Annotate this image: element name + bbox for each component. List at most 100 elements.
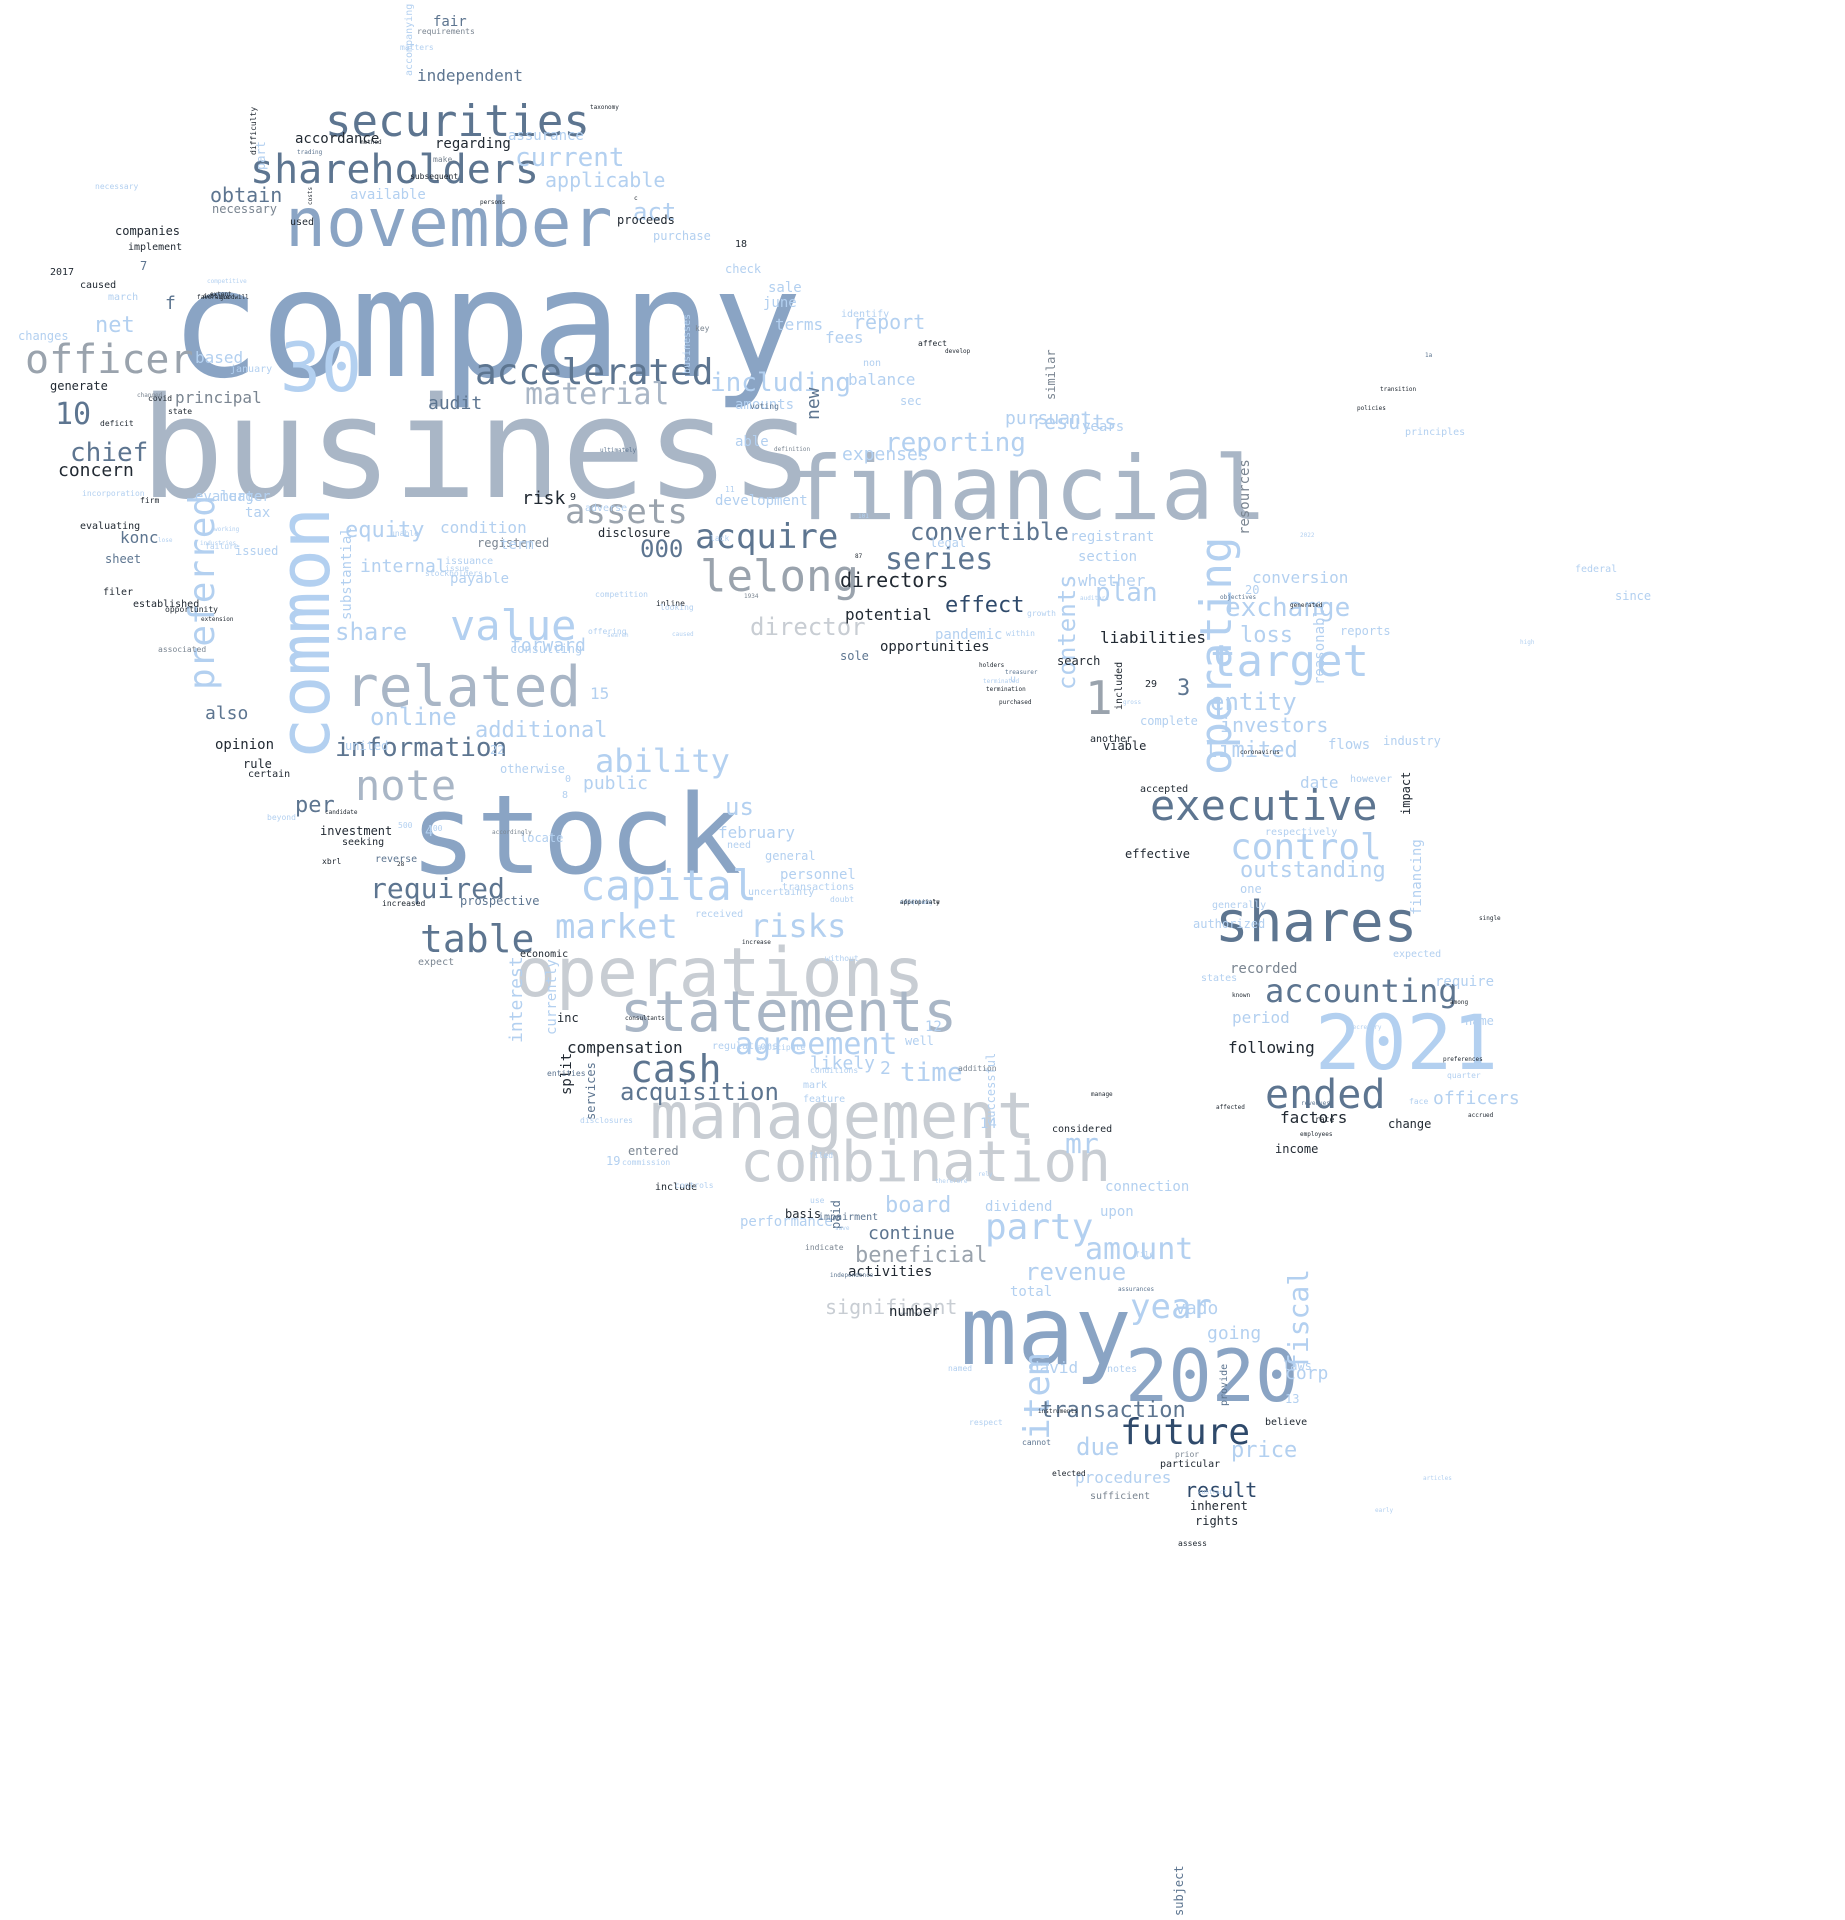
word-industry: industry	[1383, 734, 1441, 748]
word-march: march	[108, 292, 139, 303]
word-plan: plan	[1095, 578, 1158, 608]
word-believe: believe	[1265, 1417, 1308, 1428]
word-contract: contract	[1198, 1489, 1227, 1496]
word-22: 22	[490, 743, 505, 757]
word-executive: executive	[1150, 781, 1378, 830]
word-use: use	[810, 1196, 825, 1205]
word-single: single	[1479, 915, 1501, 922]
word-unable: unable	[390, 529, 419, 538]
word-share: share	[335, 618, 408, 646]
word-2020: 2020	[1125, 1334, 1299, 1418]
word-accounting: accounting	[1265, 972, 1458, 1010]
word-state: state	[168, 407, 193, 416]
word-500: 500	[398, 821, 413, 830]
word-transaction: transaction	[1040, 1398, 1186, 1423]
word-method: method	[360, 139, 382, 146]
word-definition: definition	[774, 446, 811, 453]
word-investment: investment	[320, 824, 393, 838]
word-reports: reports	[1340, 624, 1391, 638]
word-company: company	[170, 238, 803, 412]
word-seeking: seeking	[342, 837, 385, 848]
word-include: include	[655, 1182, 698, 1193]
word-result: result	[1185, 1478, 1258, 1502]
word-additional: additional	[475, 718, 608, 743]
word-taxonomy: taxonomy	[590, 104, 619, 111]
word-anticipate: anticipate	[757, 1043, 806, 1052]
word-adequate: adequate	[900, 899, 929, 906]
word-officer: officer	[25, 337, 194, 383]
word-table: table	[420, 917, 535, 961]
word-effective: effective	[1125, 847, 1191, 861]
word-2: 2	[880, 1058, 891, 1079]
word-debt: debt	[203, 293, 218, 300]
word-opportunity: opportunity	[165, 605, 218, 614]
word-total: total	[1010, 1284, 1053, 1300]
word-report: report	[853, 310, 926, 334]
word-federal: federal	[1575, 564, 1618, 575]
word-business: business	[140, 368, 815, 531]
word-effect: effect	[945, 593, 1025, 618]
word-matters: matters	[400, 43, 434, 52]
word-date: date	[1300, 773, 1339, 792]
word-secretary: secretary	[1349, 1024, 1382, 1031]
word-authorized: authorized	[1193, 917, 1266, 931]
word-2021: 2021	[1315, 998, 1499, 1087]
word-new: new	[803, 387, 824, 420]
word-develop: develop	[945, 348, 971, 355]
word-capital: capital	[580, 861, 758, 910]
word-june: june	[763, 295, 797, 311]
word-holders: holders	[979, 662, 1005, 669]
word-12: 12	[925, 1019, 942, 1035]
word-registrant: registrant	[1070, 529, 1155, 545]
word-convertible: convertible	[910, 518, 1069, 546]
word-resulting: resulting	[900, 899, 933, 906]
word-u: u	[1010, 674, 1017, 685]
word-time: time	[900, 1058, 963, 1088]
word-known: known	[1232, 992, 1251, 999]
word-continue: continue	[868, 1223, 955, 1244]
word-1a: 1a	[1425, 352, 1433, 359]
word-notes: notes	[1107, 1364, 1138, 1375]
word-balance: balance	[848, 370, 916, 389]
word-therefore: therefore	[935, 1178, 968, 1185]
word-issuance: issuance	[445, 556, 494, 567]
word-change: change	[1388, 1117, 1432, 1131]
word-evaluating: evaluating	[80, 521, 141, 532]
word-13: 13	[1285, 1392, 1300, 1406]
word-prior: prior	[1175, 1450, 1200, 1459]
word-impairment: impairment	[818, 1212, 879, 1223]
word-ended: ended	[1265, 1072, 1386, 1118]
word-substantial: substantial	[339, 527, 355, 620]
word-14: 14	[980, 1116, 997, 1132]
word-konc: konc	[120, 528, 159, 547]
word-corp: corp	[1285, 1363, 1329, 1384]
word-accompanying: accompanying	[404, 4, 415, 77]
word-expenses: expenses	[842, 444, 929, 465]
word-evaluate: evaluate	[195, 489, 263, 505]
word-disclosures: disclosures	[580, 1116, 633, 1125]
word-businesses: businesses	[682, 313, 693, 374]
word-price: price	[1231, 1438, 1298, 1463]
word-persons: persons	[480, 199, 506, 206]
word-respect: respect	[969, 1418, 1003, 1427]
word-sec: sec	[900, 394, 922, 408]
word-amount: amount	[1085, 1232, 1194, 1267]
word-operations: operations	[515, 934, 925, 1013]
word-4: 4	[425, 824, 434, 840]
word-consulting: consulting	[510, 642, 583, 656]
word-registered: registered	[477, 536, 550, 550]
word-laws: laws	[1283, 1359, 1312, 1373]
word-fees: fees	[825, 328, 864, 347]
word-necessary: necessary	[212, 202, 278, 216]
word-disclosure: disclosure	[598, 526, 671, 540]
word-filed: filed	[809, 1151, 834, 1160]
word-lose: lose	[158, 537, 173, 544]
word-results: results	[1032, 410, 1117, 434]
word-limited: limited	[1205, 738, 1298, 763]
word-whether: whether	[1078, 571, 1146, 590]
word-fair: fair	[433, 14, 467, 30]
word-consultants: consultants	[625, 1015, 665, 1022]
word-proceeds: proceeds	[617, 213, 675, 227]
word-treasurer: treasurer	[1005, 669, 1038, 676]
word-name: name	[1465, 1014, 1494, 1028]
